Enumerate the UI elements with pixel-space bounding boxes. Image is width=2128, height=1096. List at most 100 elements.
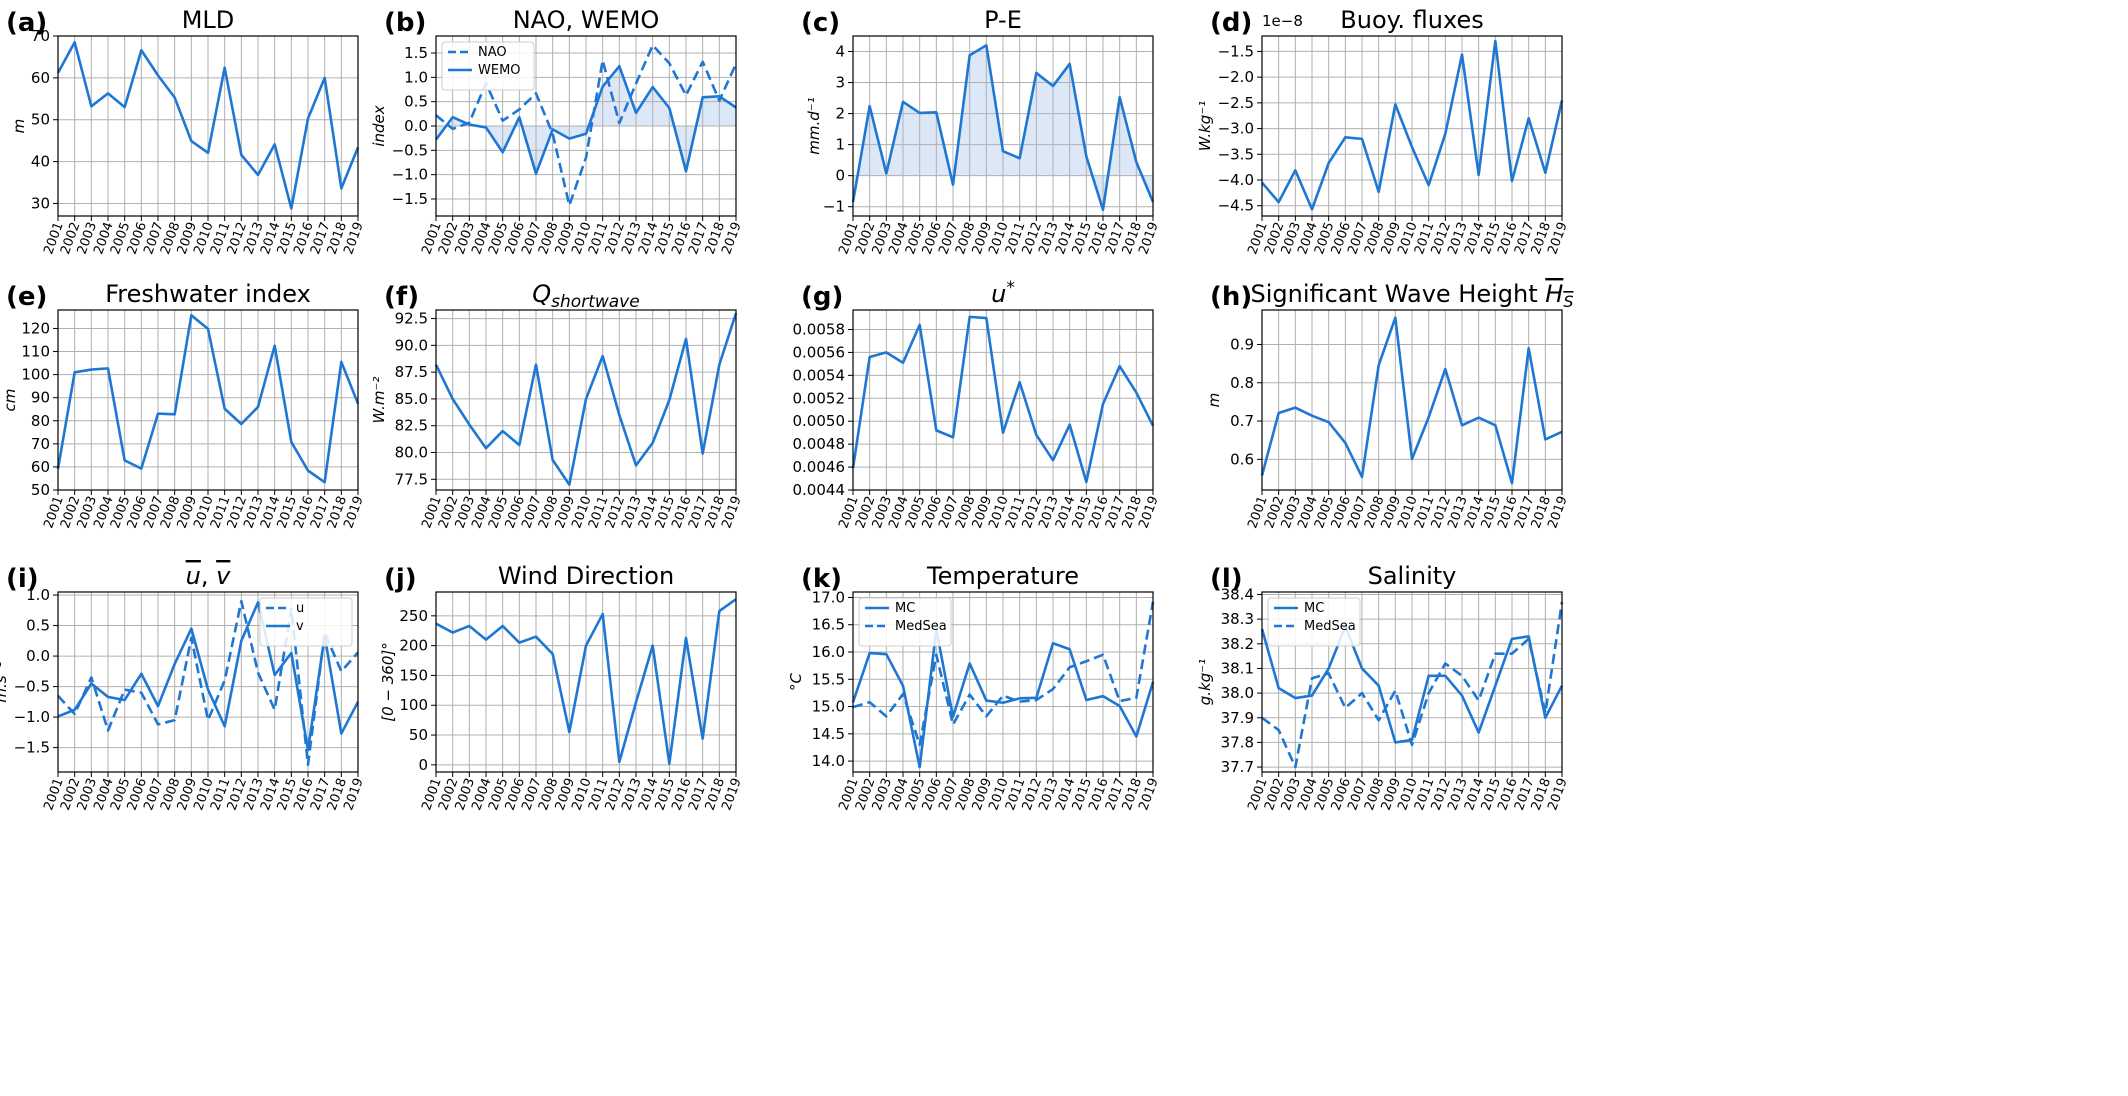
y-axis-label: mm.d⁻¹ [805,97,823,154]
legend: NAO WEMO [441,41,535,91]
y-tick-label: 80 [31,412,50,430]
y-tick-label: 40 [31,153,50,171]
y-tick-label: −1.5 [14,739,50,757]
y-tick-label: −3.5 [1218,145,1254,163]
y-tick-label: 37.8 [1221,733,1254,751]
panel-d: (d) Buoy. fluxes −4.5 −4.0 −3.5 −3.0 −2.5 −2.0 −… [1196,6,1571,256]
y-tick-label: 60 [31,69,50,87]
y-tick-label: −1.0 [392,166,428,184]
y-tick-label: 1.5 [404,44,428,62]
panel-j: (j) Wind Direction05010015020025020012002… [379,562,745,812]
y-tick-label: 70 [31,27,50,45]
panel-title: Temperature [926,562,1079,590]
series-line-u [57,599,359,766]
legend-box [441,41,535,91]
y-tick-label: 17.0 [812,588,845,606]
series-line [1260,316,1563,485]
y-tick-label: 60 [31,458,50,476]
y-tick-label: 90 [31,389,50,407]
y-tick-label: 0.0056 [793,343,846,361]
panel-a: (a) MLD3040506070200120022003200420052006… [6,6,367,256]
panel-e: (e) Freshwater index506070809010011012020… [1,280,367,530]
y-axis-label: m [1205,393,1223,408]
panel-label: (a) [6,8,47,38]
panel-b: (b) NAO, WEMO−1.5−1.0−0.50.00.51.01.52001… [370,6,745,256]
y-tick-label: 4 [835,43,845,61]
y-tick-label: 50 [31,481,50,499]
panel-i: (i) u, v−1.5−1.0−0.50.00.51.0200120022003… [0,562,367,812]
y-tick-label: −1 [823,198,845,216]
y-tick-label: 150 [399,666,428,684]
y-axis-label: [0 − 360]° [379,642,397,721]
legend: uv [259,597,353,647]
y-tick-label: 82.5 [395,417,428,435]
y-tick-label: 200 [399,637,428,655]
panel-f: (f) Qshortwave 77.5 80.0 82.5 85.0 87.5 90.0 92.… [370,280,745,530]
series-line-wemo [434,64,737,175]
y-tick-label: 250 [399,607,428,625]
y-tick-label: 30 [31,194,50,212]
y-tick-label: 92.5 [395,310,428,328]
y-tick-label: −1.0 [14,708,50,726]
panel-title: NAO, WEMO [513,6,660,34]
panel-title: Wind Direction [498,562,674,590]
panel-title: Qshortwave [532,280,639,312]
legend-label: MC [1304,601,1324,616]
series-line-v [57,601,360,752]
y-tick-label: 0 [418,756,428,774]
y-tick-label: 50 [409,726,428,744]
y-tick-label: 0.0 [404,117,428,135]
y-tick-label: 100 [399,696,428,714]
y-tick-label: 1 [835,136,845,154]
legend-box [259,597,353,647]
series-line-mc [851,628,1155,769]
y-tick-label: 38.4 [1221,585,1254,603]
y-tick-label: −1.5 [1218,42,1254,60]
y-tick-label: −0.5 [14,678,50,696]
y-tick-label: 37.7 [1221,758,1254,776]
y-axis-label: m [10,119,28,134]
y-tick-label: −2.0 [1218,68,1254,86]
y-tick-label: 0.5 [26,617,50,635]
series-line-medsea [1261,601,1564,769]
legend-box [1267,597,1361,647]
y-axis-label: g.kg⁻¹ [1196,659,1214,705]
legend-box [858,597,952,647]
panel-title: Freshwater index [105,280,311,308]
panel-label: (g) [801,282,843,312]
panel-label: (k) [801,564,842,594]
legend-label: NAO [478,45,507,60]
series-line [851,44,1155,212]
y-tick-label: 0.9 [1230,335,1254,353]
y-tick-label: 14.5 [812,725,845,743]
legend: MC MedSea [1267,597,1361,647]
y-tick-label: 50 [31,111,50,129]
panel-label: (h) [1210,282,1252,312]
legend-label: WEMO [478,63,521,78]
y-tick-label: 87.5 [395,363,428,381]
panel-title: u* [991,278,1015,308]
y-tick-label: −2.5 [1218,94,1254,112]
panel-title: Salinity [1368,562,1457,590]
y-tick-label: 0.0048 [793,435,846,453]
y-tick-label: 16.5 [812,616,845,634]
series-line [851,315,1155,484]
y-tick-label: 90.0 [395,336,428,354]
panel-label: (f) [384,282,419,312]
panel-k: (k) Temperature 14.0 14.5 15.0 15.5 16.0 16.5 17… [787,562,1162,812]
y-tick-label: 0.0052 [793,389,846,407]
panel-h: (h)Significant Wave Height HS 0.6 0.7 0.8 0.… [1205,280,1573,530]
y-tick-label: −1.5 [392,190,428,208]
y-tick-label: 77.5 [395,470,428,488]
y-tick-label: 38.2 [1221,635,1254,653]
y-tick-label: 70 [31,435,50,453]
y-tick-label: 0.6 [1230,450,1254,468]
panel-label: (d) [1210,8,1252,38]
y-axis-label: index [370,105,388,146]
y-tick-label: 15.0 [812,698,845,716]
legend-label: v [296,619,304,634]
legend-label: MedSea [1304,619,1356,634]
y-tick-label: 38.3 [1221,610,1254,628]
panel-label: (j) [384,564,417,594]
series-line [1261,39,1564,211]
